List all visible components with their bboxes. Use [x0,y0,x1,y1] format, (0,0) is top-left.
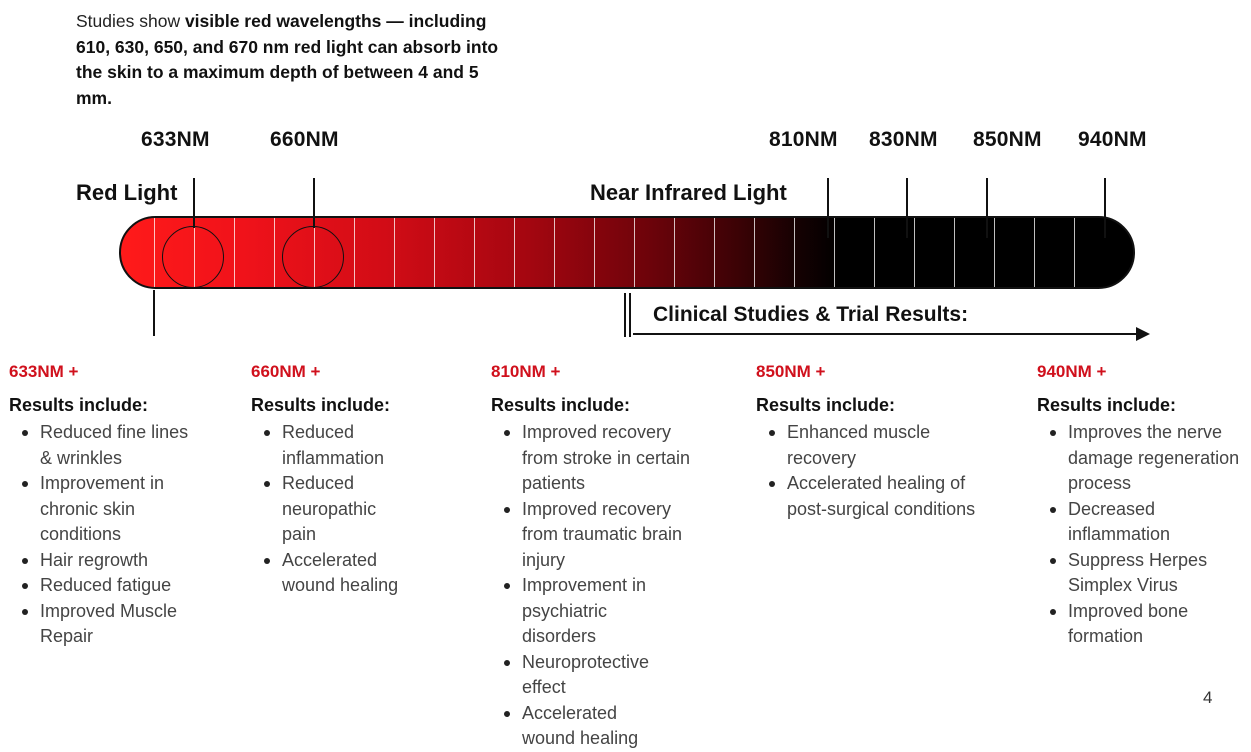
list-item: Improved recovery from traumatic brain i… [504,497,702,574]
bar-segment-divider [1034,218,1035,287]
results-list: Reduced inflammation Reduced neuropathic… [251,420,491,599]
column-wavelength: 660NM + [251,362,321,381]
bar-segment-divider [274,218,275,287]
results-column-850: 850NM + Results include: Enhanced muscle… [756,360,996,522]
results-column-660: 660NM + Results include: Reduced inflamm… [251,360,491,599]
results-column-940: 940NM + Results include: Improves the ne… [1037,360,1251,650]
list-item: Improved bone formation [1050,599,1218,650]
list-item: Reduced neuropathic pain [264,471,407,548]
bar-segment-divider [994,218,995,287]
results-heading: Results include: [491,395,631,415]
marker-circle-660 [282,226,344,288]
intro-bold: visible red wavelengths — including 610,… [76,11,499,108]
bar-segment-divider [754,218,755,287]
bar-segment-divider [554,218,555,287]
marker-line-850 [986,178,988,238]
column-wavelength: 633NM + [9,362,79,381]
results-heading: Results include: [1037,395,1177,415]
list-item: Hair regrowth [22,548,249,574]
marker-line-633 [193,178,195,228]
list-item: Suppress Herpes Simplex Virus [1050,548,1248,599]
results-column-633: 633NM + Results include: Reduced fine li… [9,360,249,650]
wavelength-label-660: 660NM [270,128,339,151]
list-item: Neuroprotective effect [504,650,682,701]
bar-segment-divider [834,218,835,287]
list-item: Improvement in psychiatric disorders [504,573,682,650]
bar-segment-divider [234,218,235,287]
intro-text: Studies show visible red wavelengths — i… [76,9,516,111]
near-infrared-label: Near Infrared Light [590,180,787,205]
clinical-start-tick [624,293,626,337]
bar-segment-divider [874,218,875,287]
results-list: Reduced fine lines & wrinkles Improvemen… [9,420,249,650]
results-list: Enhanced muscle recovery Accelerated hea… [756,420,996,522]
column-wavelength: 810NM + [491,362,561,381]
bar-segment-divider [714,218,715,287]
bar-segment-divider [474,218,475,287]
spectrum-bar [119,216,1135,289]
page-number: 4 [1203,688,1213,707]
bar-segment-divider [594,218,595,287]
results-heading: Results include: [9,395,149,415]
marker-line-660 [313,178,315,228]
bar-segment-divider [1074,218,1075,287]
list-item: Improves the nerve damage regeneration p… [1050,420,1248,497]
clinical-start-tick-inner [629,293,631,337]
intro-prefix: Studies show [76,11,185,31]
list-item: Reduced fatigue [22,573,249,599]
list-item: Reduced inflammation [264,420,407,471]
bar-segment-divider [434,218,435,287]
list-item: Improved Muscle Repair [22,599,205,650]
clinical-studies-label: Clinical Studies & Trial Results: [653,303,969,326]
wavelength-label-633: 633NM [141,128,210,151]
bar-segment-divider [674,218,675,287]
results-list: Improves the nerve damage regeneration p… [1037,420,1251,650]
list-item: Accelerated wound healing [264,548,422,599]
marker-circle-633 [162,226,224,288]
results-list: Improved recovery from stroke in certain… [491,420,731,752]
marker-line-940 [1104,178,1106,238]
bar-segment-divider [954,218,955,287]
column-wavelength: 940NM + [1037,362,1107,381]
marker-line-810 [827,178,829,238]
results-heading: Results include: [251,395,391,415]
bar-segment-divider [794,218,795,287]
wavelength-label-940: 940NM [1078,128,1147,151]
red-light-start-tick [153,290,155,336]
wavelength-label-830: 830NM [869,128,938,151]
arrow-right-icon [1136,327,1150,341]
list-item: Enhanced muscle recovery [769,420,957,471]
results-heading: Results include: [756,395,896,415]
bar-segment-divider [154,218,155,287]
list-item: Improvement in chronic skin conditions [22,471,200,548]
wavelength-label-810: 810NM [769,128,838,151]
bar-segment-divider [514,218,515,287]
bar-segment-divider [394,218,395,287]
list-item: Accelerated wound healing [504,701,672,752]
marker-line-830 [906,178,908,238]
column-wavelength: 850NM + [756,362,826,381]
list-item: Reduced fine lines & wrinkles [22,420,190,471]
bar-segment-divider [354,218,355,287]
list-item: Accelerated healing of post-surgical con… [769,471,977,522]
bar-segment-divider [634,218,635,287]
red-light-label: Red Light [76,180,178,205]
wavelength-label-850: 850NM [973,128,1042,151]
list-item: Decreased inflammation [1050,497,1188,548]
results-column-810: 810NM + Results include: Improved recove… [491,360,731,752]
list-item: Improved recovery from stroke in certain… [504,420,702,497]
clinical-arrow-line [633,333,1143,335]
bar-segment-divider [914,218,915,287]
